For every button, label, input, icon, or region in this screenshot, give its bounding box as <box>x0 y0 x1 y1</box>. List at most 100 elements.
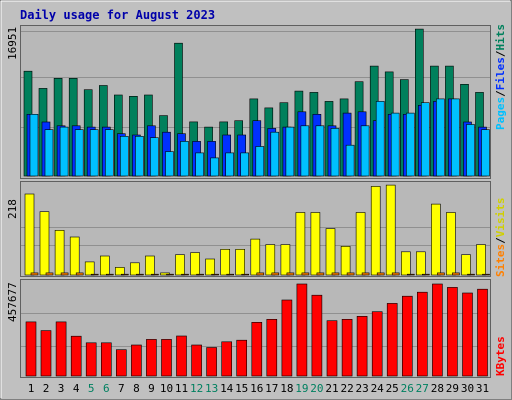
bar-kbytes <box>85 342 97 377</box>
x-tick-label: 29 <box>446 382 459 395</box>
bar-pages <box>74 129 84 177</box>
bar-visits <box>265 244 276 276</box>
kbytes-legend: KBytes <box>494 336 507 376</box>
bar-visits <box>250 238 261 276</box>
x-tick-label: 22 <box>340 382 353 395</box>
bar-kbytes <box>176 335 187 377</box>
bar-pages <box>225 152 234 177</box>
bar-sites <box>151 273 159 276</box>
x-tick-label: 26 <box>401 382 414 395</box>
legend-sep-1: / <box>494 90 507 97</box>
bar-kbytes <box>401 295 413 377</box>
bar-sites <box>346 272 355 276</box>
bar-kbytes <box>477 288 488 377</box>
bar-pages <box>436 98 445 177</box>
bar-pages <box>405 112 415 177</box>
x-tick-label: 6 <box>103 382 110 395</box>
bar-pages <box>345 144 355 177</box>
bar-kbytes <box>266 318 278 377</box>
bar-visits <box>400 251 411 276</box>
bar-pages <box>135 136 144 177</box>
bar-visits <box>39 211 50 276</box>
bar-visits <box>370 186 381 276</box>
bar-sites <box>121 273 129 276</box>
bar-kbytes <box>311 294 323 377</box>
bar-kbytes <box>161 339 172 377</box>
x-tick-label: 18 <box>280 382 293 395</box>
bar-pages <box>360 125 370 177</box>
bar-sites <box>106 273 114 276</box>
bar-visits <box>385 184 396 276</box>
bar-sites <box>196 273 204 276</box>
bar-sites <box>406 273 415 276</box>
bar-visits <box>310 212 321 276</box>
bar-pages <box>59 126 69 177</box>
bar-pages <box>210 157 219 177</box>
bar-visits <box>415 251 426 276</box>
x-tick-label: 15 <box>235 382 248 395</box>
bar-visits <box>175 254 185 276</box>
x-tick-label: 17 <box>265 382 278 395</box>
x-tick-label: 10 <box>160 382 173 395</box>
x-tick-label: 2 <box>43 382 50 395</box>
bar-visits <box>461 254 471 276</box>
legend-pages: Pages <box>494 97 507 130</box>
bar-kbytes <box>296 283 308 377</box>
legend-visits: Visits <box>494 198 507 238</box>
bar-visits <box>54 230 65 276</box>
bar-pages <box>420 102 430 177</box>
x-tick-label: 4 <box>73 382 80 395</box>
bar-visits <box>115 267 125 276</box>
chart-title: Daily usage for August 2023 <box>20 8 215 22</box>
x-tick-label: 31 <box>476 382 489 395</box>
legend-sep-3: / <box>494 237 507 244</box>
bar-kbytes <box>416 291 428 377</box>
bar-visits <box>235 249 245 276</box>
bar-visits <box>84 261 95 276</box>
x-tick-label: 8 <box>133 382 140 395</box>
bar-visits <box>24 193 35 276</box>
bar-kbytes <box>281 299 293 377</box>
bar-kbytes <box>251 321 263 377</box>
bar-kbytes <box>25 321 37 377</box>
bar-visits <box>69 236 80 276</box>
bar-visits <box>145 255 155 276</box>
bar-sites <box>391 272 400 276</box>
x-tick-label: 16 <box>250 382 263 395</box>
x-tick-label: 1 <box>28 382 35 395</box>
legend-files: Files <box>494 57 507 90</box>
bar-kbytes <box>191 344 202 377</box>
bar-pages <box>44 129 54 177</box>
bar-pages <box>451 98 460 177</box>
bar-pages <box>330 128 340 177</box>
bar-kbytes <box>206 347 217 377</box>
bar-visits <box>446 212 456 276</box>
bar-pages <box>195 152 204 177</box>
bar-kbytes <box>116 349 127 377</box>
bar-sites <box>421 273 430 276</box>
bar-kbytes <box>101 342 112 377</box>
x-tick-label: 5 <box>88 382 95 395</box>
visits-ymax-label: 218 <box>6 199 19 219</box>
bar-pages <box>240 152 249 177</box>
bar-pages <box>165 151 174 177</box>
bar-sites <box>361 272 370 276</box>
bar-sites <box>90 273 99 276</box>
bar-kbytes <box>356 315 368 377</box>
x-tick-label: 7 <box>118 382 125 395</box>
kbytes-ymax-label: 457677 <box>6 282 19 322</box>
bar-sites <box>136 273 144 276</box>
bar-kbytes <box>371 311 383 377</box>
bar-pages <box>105 129 114 177</box>
bar-pages <box>300 125 310 177</box>
hits-legend: Pages/Files/Hits <box>494 24 507 130</box>
bar-pages <box>255 146 265 177</box>
bar-pages <box>466 124 475 177</box>
bar-sites <box>286 272 295 276</box>
bar-visits <box>431 203 441 276</box>
bar-sites <box>75 272 84 276</box>
bar-visits <box>280 244 291 276</box>
x-tick-label: 12 <box>190 382 203 395</box>
bar-pages <box>375 101 385 177</box>
